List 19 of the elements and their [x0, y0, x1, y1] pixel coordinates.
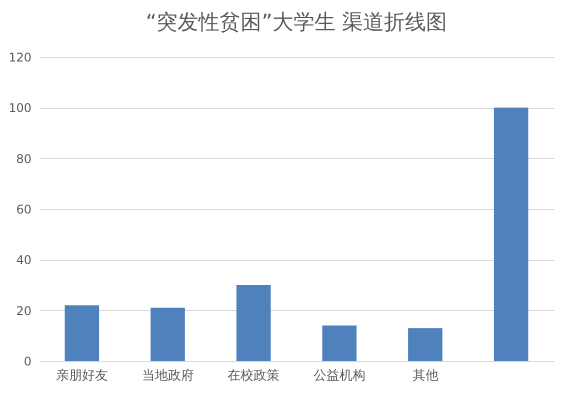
y-tick-label: 0 — [24, 354, 32, 368]
x-tick-label: 当地政府 — [142, 368, 194, 384]
x-tick-label: 其他 — [412, 368, 438, 384]
y-tick-label: 40 — [16, 253, 32, 268]
y-tick-label: 120 — [8, 50, 32, 64]
bar — [494, 108, 528, 361]
bar — [408, 328, 442, 361]
bar — [236, 285, 271, 361]
bar — [64, 305, 100, 361]
chart-title: “突发性贫困”大学生 渠道折线图 — [146, 10, 448, 34]
y-tick-label: 80 — [16, 152, 32, 166]
y-tick-label: 60 — [16, 202, 32, 216]
x-tick-label: 亲朋好友 — [56, 368, 108, 384]
bar — [150, 308, 185, 361]
x-tick-label: 公益机构 — [313, 368, 366, 384]
y-tick-label: 100 — [8, 101, 32, 116]
x-tick-label: 在校政策 — [228, 368, 280, 384]
bar — [322, 326, 357, 361]
y-tick-label: 20 — [16, 304, 32, 318]
